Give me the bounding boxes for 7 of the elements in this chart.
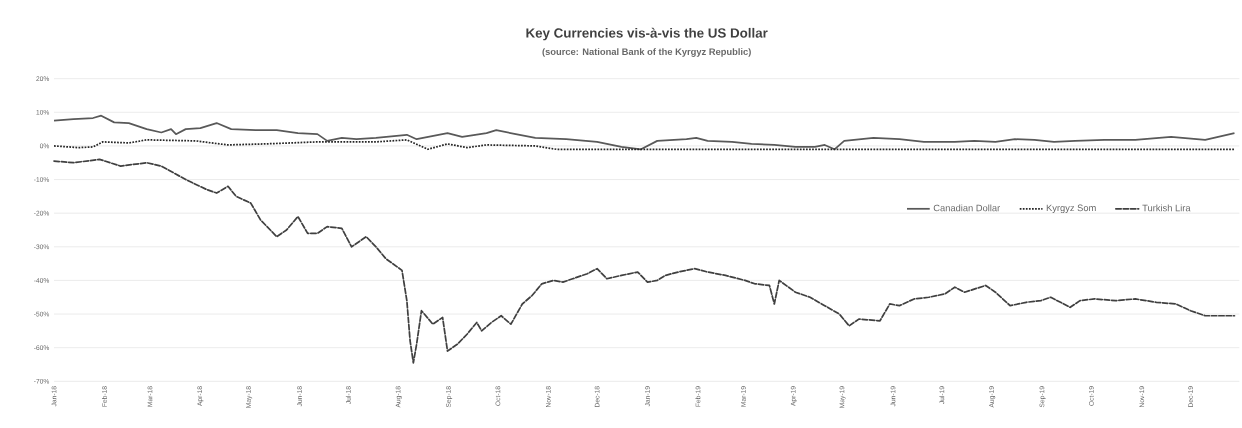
- legend-label: Turkish Lira: [1142, 204, 1191, 212]
- legend-label: Canadian Dollar: [933, 204, 1001, 212]
- chart-title: Key Currencies vis-à-vis the US Dollar: [526, 27, 768, 41]
- chart-subtitle: (source: National Bank of the Kyrgyz Republic): [542, 48, 751, 57]
- line-series: [53, 114, 1236, 151]
- legend-label: Kyrgyz Som: [1046, 204, 1096, 214]
- line-series: [53, 158, 1236, 364]
